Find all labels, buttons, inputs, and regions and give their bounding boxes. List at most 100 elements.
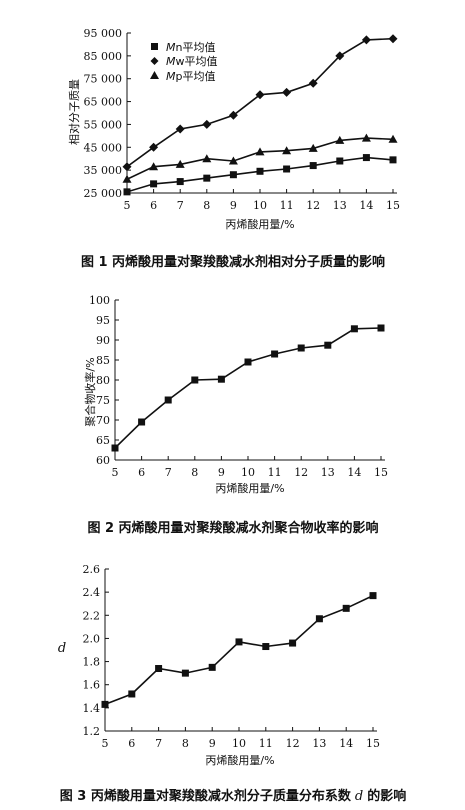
- data-point-square: [342, 604, 350, 612]
- data-point-diamond: [202, 119, 212, 129]
- x-tick-label: 7: [165, 466, 172, 479]
- y-tick-label: 45 000: [84, 141, 123, 154]
- data-point-square: [191, 376, 199, 384]
- y-tick-label: 60: [96, 454, 110, 467]
- data-point-diamond: [335, 51, 345, 61]
- data-point-square: [262, 643, 270, 651]
- chart-2-caption: 图 2 丙烯酸用量对聚羧酸减水剂聚合物收率的影响: [87, 520, 378, 536]
- data-point-square: [111, 444, 119, 452]
- chart-2: 60 65 70 75 80 85 90 95 100 5 6 7 8 9 10 11 12 13 14 15 聚合…: [83, 294, 388, 536]
- chart-2-y-axis: 60 65 70 75 80 85 90 95 100: [89, 294, 119, 467]
- x-tick-label: 15: [366, 737, 380, 750]
- data-point-diamond: [122, 162, 132, 172]
- data-point-square: [377, 324, 385, 332]
- data-point-diamond: [255, 90, 265, 100]
- data-point-diamond: [175, 124, 185, 134]
- data-point-square: [244, 358, 252, 366]
- svg-text:Mp平均值: Mp平均值: [166, 70, 215, 83]
- y-tick-label: 85 000: [84, 50, 123, 63]
- data-point-square: [128, 690, 136, 698]
- svg-text:Mn平均值: Mn平均值: [166, 41, 215, 54]
- x-tick-label: 7: [177, 199, 184, 212]
- x-tick-label: 10: [253, 199, 267, 212]
- x-tick-label: 12: [286, 737, 300, 750]
- chart-2-y-axis-label: 聚合物收率/%: [83, 357, 97, 426]
- x-tick-label: 10: [241, 466, 255, 479]
- data-point-diamond: [361, 35, 371, 45]
- chart-1-legend: Mn平均值 Mw平均值 Mp平均值: [150, 41, 218, 83]
- x-tick-label: 14: [339, 737, 353, 750]
- x-tick-label: 9: [230, 199, 237, 212]
- data-point-square: [289, 639, 297, 647]
- data-point-square: [181, 669, 189, 677]
- data-point-triangle: [149, 162, 159, 171]
- chart-3-caption-end: 的影响: [367, 788, 406, 804]
- data-point-square: [176, 178, 184, 186]
- data-point-square: [164, 396, 172, 404]
- chart-3-y-axis: 1.2 1.4 1.6 1.8 2.0 2.2 2.4 2.6: [83, 563, 109, 738]
- diamond-marker-icon: [150, 57, 159, 65]
- data-point-triangle: [228, 156, 238, 165]
- y-tick-label: 95 000: [84, 27, 123, 40]
- data-point-triangle: [255, 147, 265, 156]
- chart-3-caption: 图 3 丙烯酸用量对聚羧酸减水剂分子质量分布系数 d 的影响: [60, 788, 406, 804]
- x-tick-label: 14: [359, 199, 373, 212]
- data-point-triangle: [282, 146, 292, 155]
- data-point-diamond: [282, 87, 292, 97]
- legend-item-mp: Mp平均值: [150, 70, 215, 83]
- data-point-square: [235, 638, 243, 646]
- y-tick-label: 70: [96, 414, 110, 427]
- data-point-square: [138, 418, 146, 426]
- x-tick-label: 9: [218, 466, 225, 479]
- data-point-diamond: [388, 34, 398, 44]
- x-tick-label: 13: [321, 466, 335, 479]
- x-tick-label: 15: [386, 199, 400, 212]
- x-tick-label: 8: [203, 199, 210, 212]
- x-tick-label: 11: [268, 466, 282, 479]
- x-tick-label: 10: [232, 737, 246, 750]
- y-tick-label: 85: [96, 354, 110, 367]
- y-tick-label: 35 000: [84, 164, 123, 177]
- x-tick-label: 12: [294, 466, 308, 479]
- data-point-diamond: [228, 110, 238, 120]
- data-point-triangle: [202, 154, 212, 163]
- data-point-square: [336, 157, 344, 165]
- y-tick-label: 2.4: [83, 586, 101, 599]
- x-tick-label: 15: [374, 466, 388, 479]
- legend-mw-label: w平均值: [176, 55, 218, 68]
- x-tick-label: 14: [347, 466, 361, 479]
- x-tick-label: 11: [280, 199, 294, 212]
- chart-3-caption-variable: d: [355, 789, 363, 804]
- chart-1-x-axis-label: 丙烯酸用量/%: [225, 217, 294, 231]
- y-tick-label: 55 000: [84, 118, 123, 131]
- chart-1-y-axis: 25 000 35 000 45 000 55 000 65 000 75 000 85 0…: [84, 27, 131, 200]
- x-tick-label: 7: [155, 737, 162, 750]
- x-tick-label: 13: [312, 737, 326, 750]
- y-tick-label: 75: [96, 394, 110, 407]
- data-point-square: [309, 162, 317, 170]
- data-point-triangle: [335, 135, 345, 144]
- y-tick-label: 65: [96, 434, 110, 447]
- x-tick-label: 11: [259, 737, 273, 750]
- y-tick-label: 95: [96, 314, 110, 327]
- data-point-square: [203, 174, 211, 182]
- chart-3-x-axis: 5 6 7 8 9 10 11 12 13 14 15: [102, 727, 380, 750]
- x-tick-label: 6: [150, 199, 157, 212]
- x-tick-label: 13: [333, 199, 347, 212]
- chart-1-caption: 图 1 丙烯酸用量对聚羧酸减水剂相对分子质量的影响: [81, 254, 385, 270]
- data-point-square: [297, 344, 305, 352]
- data-point-triangle: [388, 134, 398, 143]
- y-tick-label: 2.6: [83, 563, 101, 576]
- data-point-square: [256, 167, 264, 175]
- chart-3-x-axis-label: 丙烯酸用量/%: [205, 753, 274, 767]
- data-point-square: [324, 341, 332, 349]
- y-tick-label: 1.8: [83, 656, 101, 669]
- chart-2-series: [111, 324, 385, 452]
- data-point-square: [101, 700, 109, 708]
- data-point-square: [350, 325, 358, 333]
- y-tick-label: 1.6: [83, 679, 101, 692]
- y-tick-label: 25 000: [84, 187, 123, 200]
- chart-1-series: [122, 34, 398, 196]
- series-0-line: [104, 594, 374, 706]
